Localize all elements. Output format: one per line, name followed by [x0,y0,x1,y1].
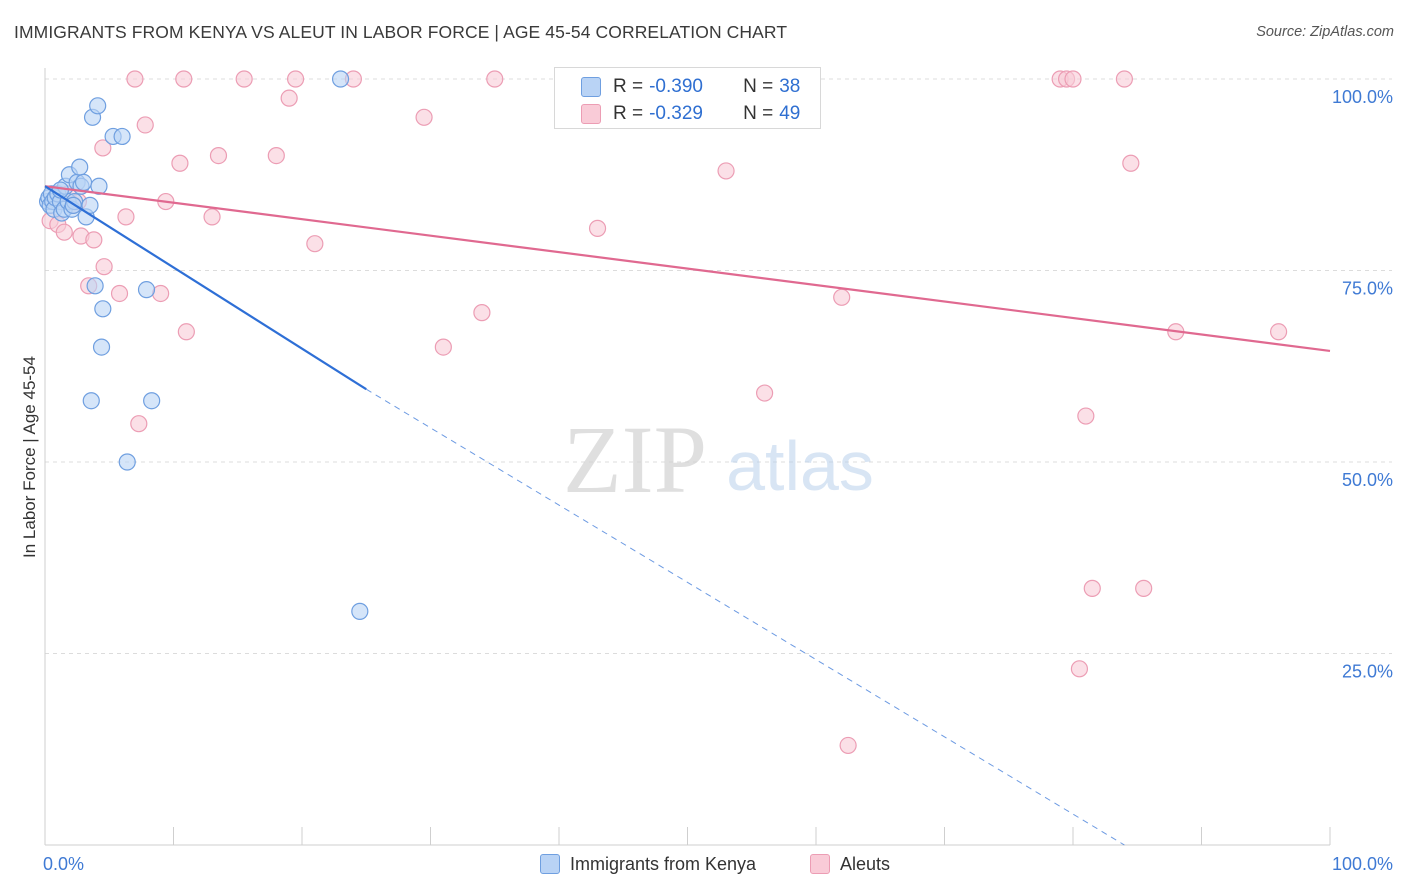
aleut-point [1070,660,1089,678]
x-tick-label: 100.0% [1332,854,1393,874]
watermark-atlas: atlas [726,427,874,505]
kenya-point [74,173,93,192]
y-tick-label: 100.0% [1332,87,1393,107]
aleut-point [415,108,433,126]
aleut-point [1269,323,1288,341]
aleut-point [209,147,228,165]
legend-row-kenya: R = -0.390 N = 38 [581,76,800,98]
aleut-point [839,736,857,755]
aleut-point [235,70,253,88]
series-kenya-points [38,70,369,620]
axis-layer: 25.0% 50.0% 75.0% 100.0% 0.0% 100.0% [43,68,1393,874]
legend-n-value: 38 [779,76,801,97]
kenya-point [118,453,136,471]
legend-n-value: 49 [779,103,801,124]
kenya-point [137,281,156,299]
bottom-legend-label-aleuts: Aleuts [840,853,891,874]
correlation-legend: R = -0.390 N = 38 R = -0.329 N = 49 [554,67,821,129]
legend-r-label: R = [613,76,644,97]
x-tick-label: 0.0% [43,854,84,874]
kenya-point [71,158,89,176]
kenya-point [94,300,112,318]
aleut-point [267,147,285,165]
aleut-point [171,154,189,172]
aleut-point [1077,407,1095,425]
legend-r-value: -0.329 [649,103,703,124]
kenya-point [82,392,100,410]
aleut-point [1135,579,1153,597]
kenya-point [92,338,111,356]
aleut-point [306,235,324,253]
aleut-point [110,284,129,303]
aleut-point [280,89,298,107]
aleut-point [1064,70,1082,88]
aleut-point [833,288,851,306]
aleut-point [136,116,154,134]
kenya-trendline-extension [365,388,1125,846]
grid-layer [45,78,1392,654]
aleut-point [203,208,221,226]
aleut-point [1115,70,1134,88]
aleut-point [175,70,193,88]
aleut-point [286,70,305,88]
aleut-point [434,338,452,356]
aleut-trendline [44,185,1331,353]
bottom-legend-kenya: Immigrants from Kenya [540,852,756,876]
legend-n-label: N = [743,76,774,97]
legend-swatch-kenya [581,77,601,97]
y-tick-label: 50.0% [1342,470,1393,490]
y-tick-label: 25.0% [1342,662,1393,682]
watermark-zip: ZIP [563,406,707,513]
kenya-point [113,127,131,146]
aleut-point [152,284,170,303]
aleut-point [177,323,195,341]
kenya-point [331,70,350,88]
kenya-point [86,277,104,295]
y-axis-label: In Labor Force | Age 45-54 [20,356,39,558]
watermark: ZIP atlas [563,406,874,513]
bottom-legend-aleuts: Aleuts [810,852,890,876]
aleut-point [94,139,112,157]
legend-row-aleuts: R = -0.329 N = 49 [581,103,800,125]
legend-r-label: R = [613,103,644,124]
kenya-trendline [44,185,367,391]
source-label: Source: ZipAtlas.com [1256,24,1394,40]
aleut-point [117,208,135,226]
aleut-point [755,384,774,402]
legend-r-value: -0.390 [649,76,703,97]
y-tick-label: 75.0% [1342,279,1393,299]
kenya-point [143,392,161,410]
aleut-point [126,70,144,88]
aleut-point [473,304,491,322]
kenya-point [351,602,369,620]
bottom-legend-swatch-aleuts [810,854,830,874]
aleut-point [1083,579,1101,597]
series-aleuts-points [41,70,1288,755]
aleut-point [717,162,735,180]
aleut-point [1122,154,1140,172]
aleut-point [588,219,607,237]
aleut-point [55,223,73,241]
aleut-point [130,415,148,433]
chart-title: IMMIGRANTS FROM KENYA VS ALEUT IN LABOR … [14,22,788,42]
aleut-point [486,70,504,88]
trend-layer [44,185,1331,846]
kenya-point [89,97,107,115]
bottom-legend-swatch-kenya [540,854,560,874]
bottom-legend-label-kenya: Immigrants from Kenya [570,853,757,874]
legend-n-label: N = [743,103,774,124]
legend-swatch-aleuts [581,104,601,124]
aleut-point [95,258,113,276]
aleut-point [85,231,103,249]
